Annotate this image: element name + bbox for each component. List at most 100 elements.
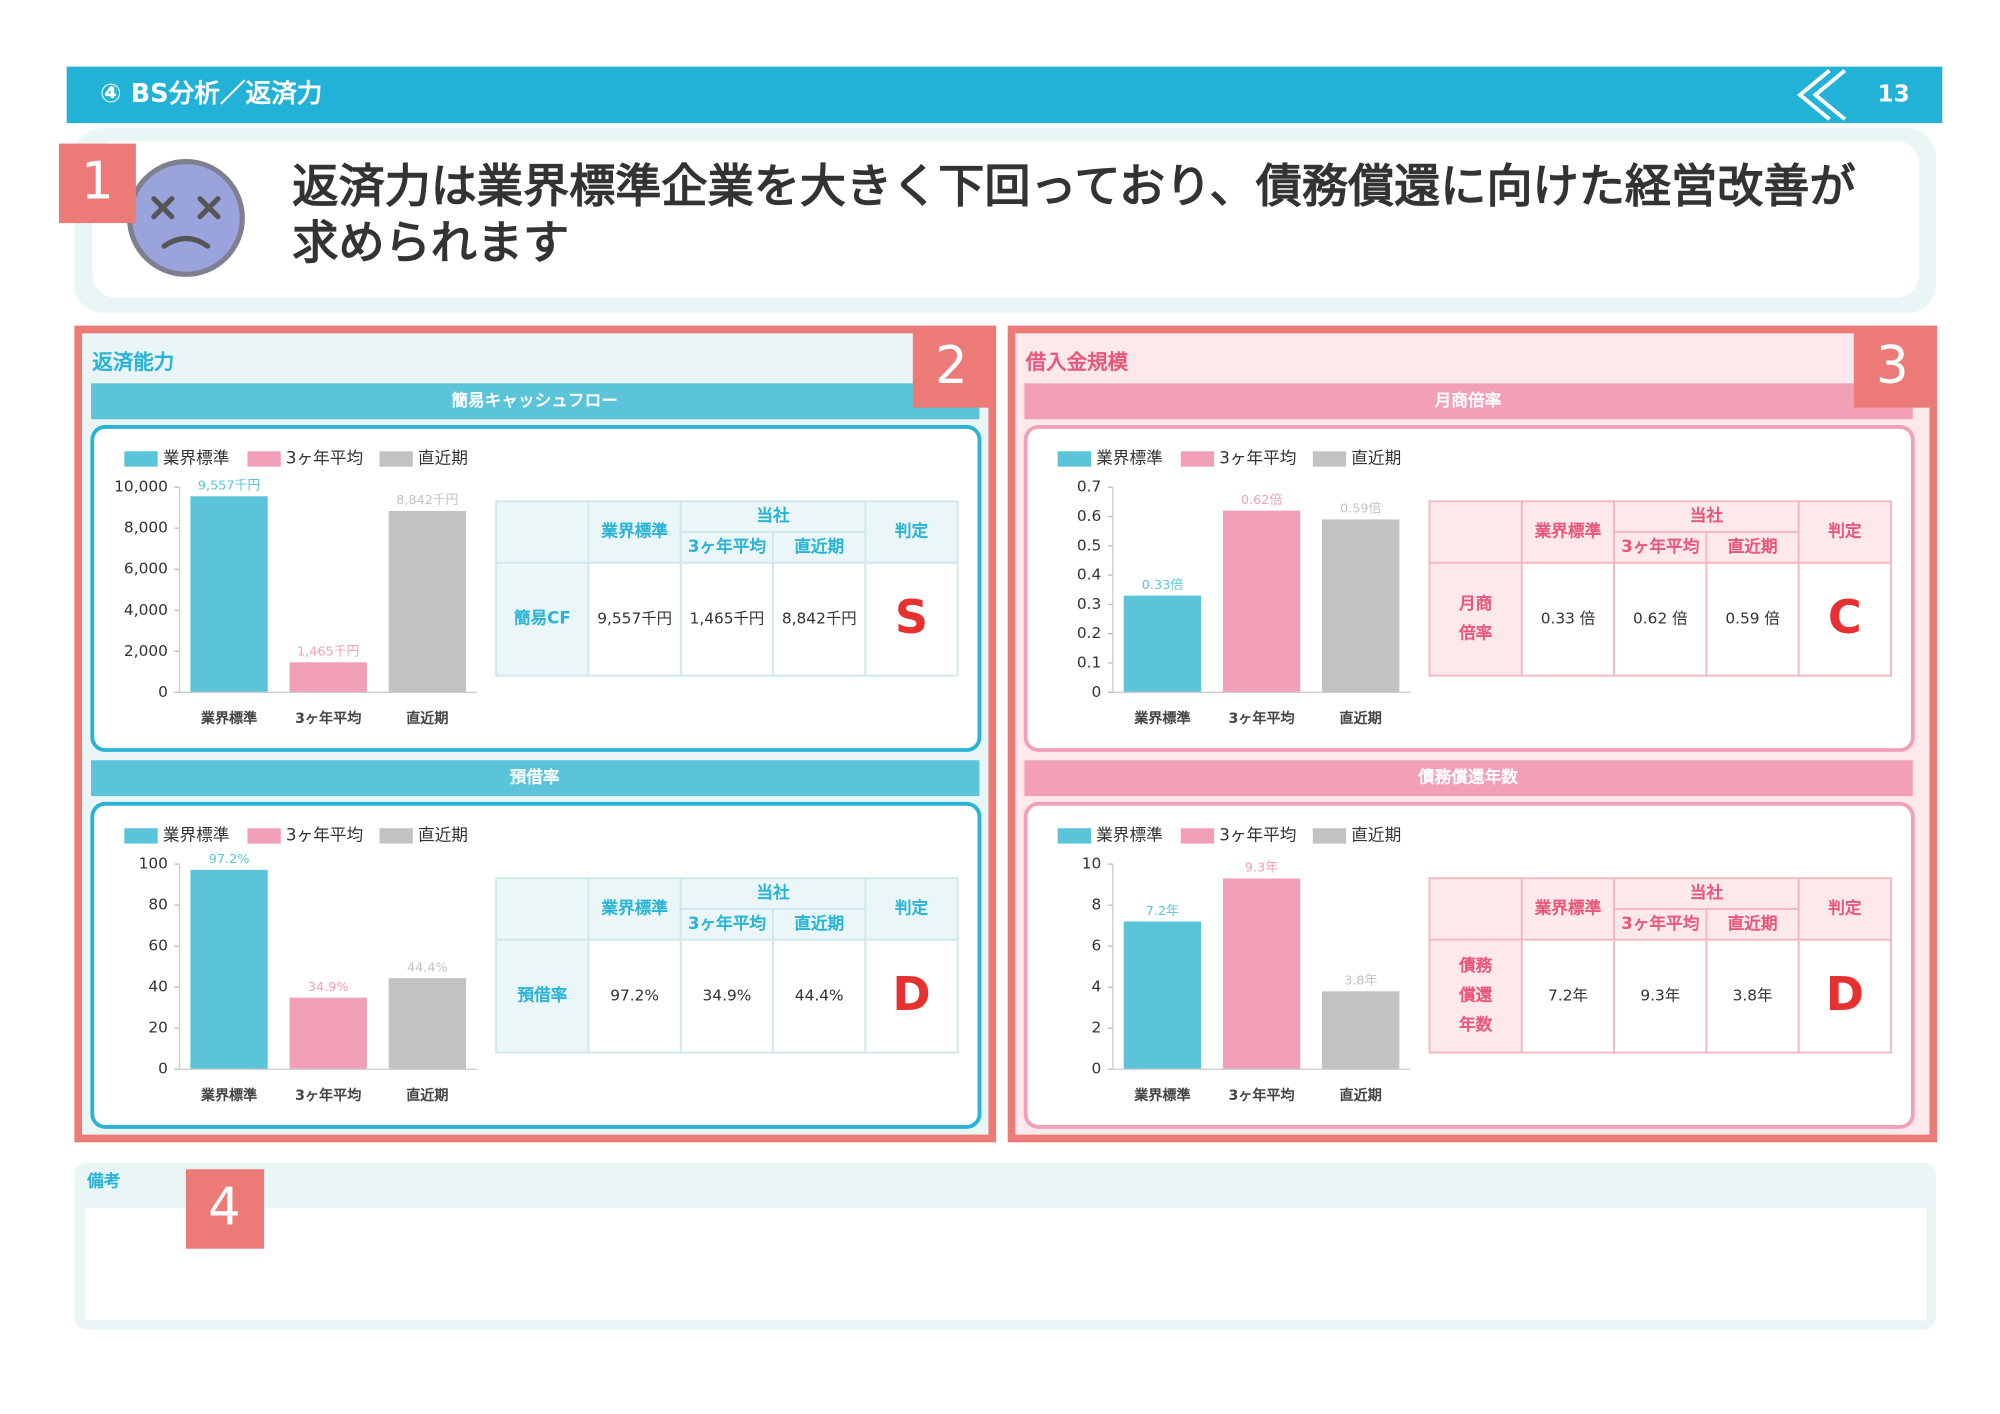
x-tick-label: 3ヶ年平均 bbox=[295, 1087, 361, 1104]
legend-swatch bbox=[247, 451, 281, 467]
x-tick-label: 3ヶ年平均 bbox=[1228, 710, 1294, 727]
notes-box bbox=[84, 1207, 1927, 1321]
legend-label: 3ヶ年平均 bbox=[286, 448, 363, 467]
bar bbox=[289, 662, 367, 693]
x-tick-label: 3ヶ年平均 bbox=[295, 710, 361, 727]
value-label: 97.2% bbox=[209, 852, 250, 867]
bar bbox=[1322, 991, 1400, 1070]
value-label: 0.33倍 bbox=[1142, 578, 1184, 593]
table-cell bbox=[1613, 908, 1708, 941]
legend-label: 業界標準 bbox=[1096, 825, 1163, 844]
value-label: 44.4% bbox=[407, 960, 448, 975]
y-tick-label: 0.2 bbox=[1077, 624, 1101, 642]
table-header: 業界標準 bbox=[1535, 521, 1602, 541]
x-tick-label: 直近期 bbox=[1340, 1087, 1382, 1104]
legend-swatch bbox=[379, 451, 413, 467]
row-label: 債務 bbox=[1458, 955, 1493, 975]
value-label: 1,465千円 bbox=[297, 644, 359, 659]
badge bbox=[1853, 328, 1931, 408]
x-tick-label: 業界標準 bbox=[1133, 1087, 1190, 1104]
badge-number: 3 bbox=[1876, 336, 1909, 396]
bar bbox=[388, 510, 467, 693]
grade: C bbox=[1828, 590, 1862, 644]
y-tick-label: 60 bbox=[148, 937, 168, 955]
face-eye bbox=[151, 196, 175, 220]
y-tick-label: 6 bbox=[1091, 937, 1101, 955]
section-title: 債務償還年数 bbox=[1417, 767, 1518, 787]
bar bbox=[1222, 878, 1301, 1070]
table-cell bbox=[772, 561, 867, 677]
section-bar bbox=[91, 383, 980, 420]
table-cell bbox=[1520, 938, 1616, 1054]
table-cell bbox=[1613, 877, 1800, 910]
table-cell bbox=[772, 908, 867, 941]
legend-swatch bbox=[1180, 451, 1215, 467]
legend-label: 3ヶ年平均 bbox=[1219, 448, 1296, 467]
bar bbox=[1123, 921, 1202, 1070]
panel-title: 返済能力 bbox=[92, 350, 174, 374]
table-cell bbox=[1428, 877, 1523, 941]
table-subheader: 直近期 bbox=[794, 913, 844, 933]
legend-swatch bbox=[1180, 828, 1215, 844]
table-cell bbox=[495, 500, 590, 564]
value-label: 7.2年 bbox=[1146, 904, 1179, 919]
table-cell bbox=[1520, 561, 1616, 677]
y-tick-label: 8,000 bbox=[124, 519, 168, 537]
table-cell bbox=[1705, 561, 1800, 677]
table-cell bbox=[772, 938, 867, 1054]
y-tick-label: 0 bbox=[158, 683, 168, 701]
legend-label: 直近期 bbox=[418, 825, 468, 844]
table-cell bbox=[587, 877, 682, 941]
table-value: 1,465千円 bbox=[690, 610, 765, 628]
y-tick-label: 20 bbox=[148, 1019, 168, 1037]
bar bbox=[289, 997, 367, 1070]
row-label: 簡易CF bbox=[513, 608, 571, 628]
legend-label: 直近期 bbox=[1351, 448, 1401, 467]
y-tick-label: 0 bbox=[1091, 683, 1101, 701]
table-subheader: 直近期 bbox=[1728, 536, 1778, 556]
table-cell bbox=[679, 561, 775, 677]
value-label: 3.8年 bbox=[1344, 974, 1377, 989]
table-cell bbox=[587, 500, 682, 564]
section-bar bbox=[1024, 383, 1913, 420]
table-value: 97.2% bbox=[610, 987, 659, 1005]
table-cell bbox=[679, 938, 775, 1054]
table-cell bbox=[679, 908, 775, 941]
table-subheader: 直近期 bbox=[1728, 913, 1778, 933]
table-cell bbox=[864, 500, 959, 564]
table-header: 判定 bbox=[895, 897, 929, 917]
legend-swatch bbox=[1057, 828, 1092, 844]
table-value: 0.33 倍 bbox=[1541, 610, 1596, 628]
y-tick-label: 10 bbox=[1082, 855, 1102, 873]
face-icon bbox=[126, 158, 245, 277]
legend-label: 直近期 bbox=[1351, 825, 1401, 844]
bar bbox=[190, 496, 268, 693]
legend-swatch bbox=[1057, 451, 1092, 467]
table-value: 9,557千円 bbox=[597, 610, 672, 628]
table-value: 8,842千円 bbox=[782, 610, 857, 628]
page-number: 13 bbox=[1878, 81, 1910, 107]
y-tick-label: 40 bbox=[148, 978, 168, 996]
y-tick-label: 80 bbox=[148, 896, 168, 914]
bar bbox=[388, 978, 467, 1070]
x-tick-label: 業界標準 bbox=[200, 1087, 257, 1104]
table-header: 業界標準 bbox=[1535, 897, 1602, 917]
table-cell bbox=[1613, 938, 1708, 1054]
legend-swatch bbox=[1312, 828, 1347, 844]
value-label: 9,557千円 bbox=[198, 479, 260, 494]
y-tick-label: 2,000 bbox=[124, 642, 168, 660]
table-subheader: 3ヶ年平均 bbox=[1621, 913, 1700, 933]
y-tick-label: 10,000 bbox=[114, 478, 168, 496]
legend-label: 3ヶ年平均 bbox=[1219, 825, 1296, 844]
table-value: 9.3年 bbox=[1640, 987, 1680, 1005]
table-cell bbox=[864, 938, 959, 1054]
header-title: ④ BS分析／返済力 bbox=[100, 79, 322, 109]
table-cell bbox=[1797, 877, 1892, 941]
x-tick-label: 業界標準 bbox=[1133, 710, 1190, 727]
chevron bbox=[1812, 69, 1847, 121]
badge-number: 2 bbox=[935, 336, 968, 396]
table-cell bbox=[495, 561, 590, 677]
face-mouth bbox=[161, 235, 211, 249]
table-cell bbox=[1797, 938, 1892, 1054]
badge bbox=[185, 1169, 265, 1249]
